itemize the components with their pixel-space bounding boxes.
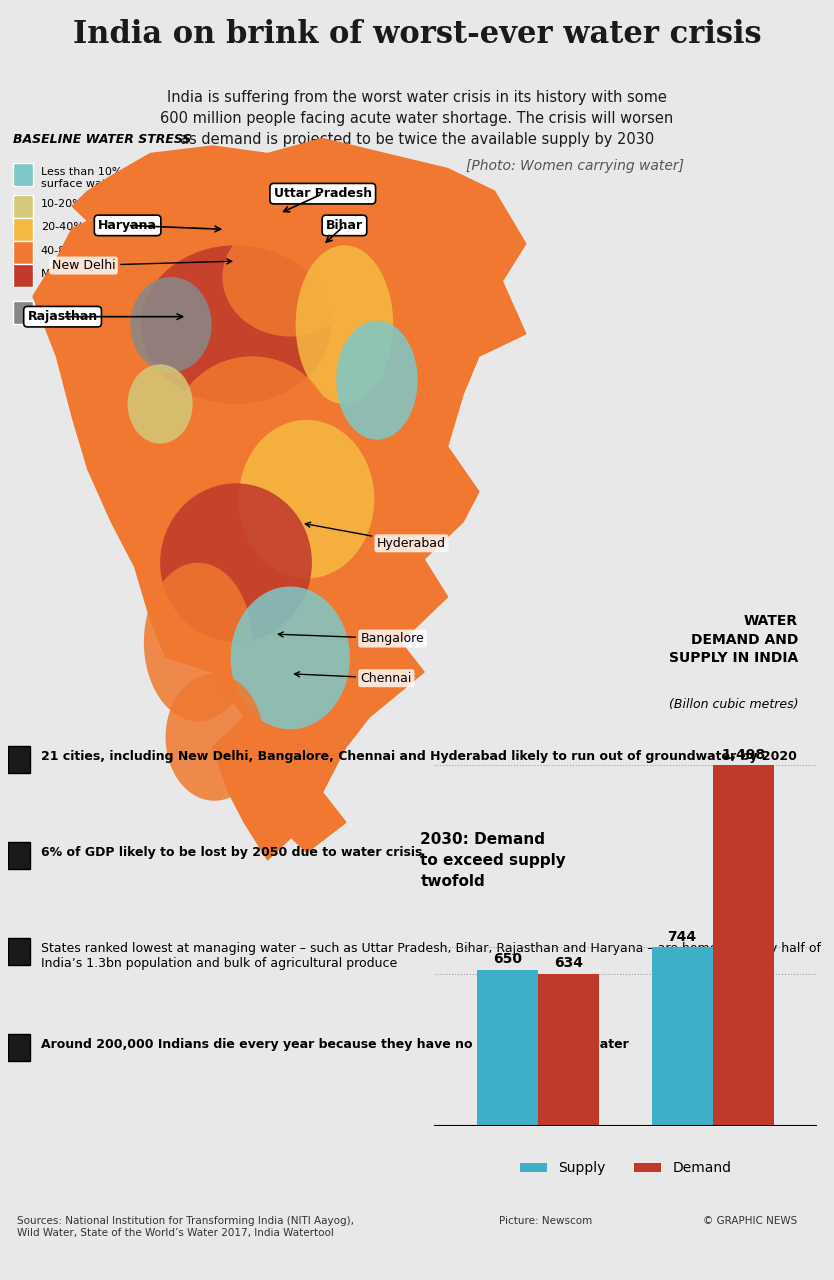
Ellipse shape (166, 673, 264, 801)
Legend: Supply, Demand: Supply, Demand (514, 1156, 737, 1181)
Text: India is suffering from the worst water crisis in its history with some
600 mill: India is suffering from the worst water … (160, 90, 674, 147)
Text: Arid & low
water use: Arid & low water use (41, 306, 98, 326)
Text: 6% of GDP likely to be lost by 2050 due to water crisis: 6% of GDP likely to be lost by 2050 due … (42, 846, 423, 859)
Text: Bangalore: Bangalore (279, 632, 425, 645)
Text: Hyderabad: Hyderabad (305, 522, 446, 550)
Text: 2030: Demand
to exceed supply
twofold: 2030: Demand to exceed supply twofold (420, 832, 566, 890)
Text: Uttar Pradesh: Uttar Pradesh (274, 187, 372, 200)
FancyBboxPatch shape (13, 195, 33, 218)
Text: [Photo: Women carrying water]: [Photo: Women carrying water] (466, 160, 685, 173)
Text: 20-40%: 20-40% (41, 223, 83, 233)
Text: 1,498: 1,498 (721, 748, 766, 762)
Ellipse shape (141, 246, 331, 404)
Bar (538, 974, 600, 1126)
Bar (713, 765, 774, 1126)
FancyBboxPatch shape (13, 163, 33, 186)
Ellipse shape (128, 365, 193, 444)
Text: 21 cities, including New Delhi, Bangalore, Chennai and Hyderabad likely to run o: 21 cities, including New Delhi, Bangalor… (42, 750, 797, 763)
Polygon shape (33, 138, 525, 860)
FancyBboxPatch shape (8, 842, 30, 869)
Text: States ranked lowest at managing water – such as Uttar Pradesh, Bihar, Rajasthan: States ranked lowest at managing water –… (42, 942, 821, 970)
FancyBboxPatch shape (13, 264, 33, 287)
Text: Rajasthan: Rajasthan (28, 310, 98, 323)
Text: 650: 650 (493, 952, 522, 966)
Ellipse shape (230, 586, 349, 730)
FancyBboxPatch shape (13, 301, 33, 324)
Text: Picture: Newscom: Picture: Newscom (499, 1216, 592, 1226)
Text: India on brink of worst-ever water crisis: India on brink of worst-ever water crisi… (73, 19, 761, 50)
Text: 10-20%: 10-20% (41, 200, 83, 210)
Text: Around 200,000 Indians die every year because they have no access to clean water: Around 200,000 Indians die every year be… (42, 1038, 629, 1051)
FancyBboxPatch shape (8, 938, 30, 965)
Ellipse shape (130, 276, 212, 372)
Ellipse shape (336, 321, 418, 440)
Text: (Billon cubic metres): (Billon cubic metres) (669, 698, 798, 710)
FancyBboxPatch shape (13, 241, 33, 264)
Text: 744: 744 (667, 929, 696, 943)
Text: WATER
DEMAND AND
SUPPLY IN INDIA: WATER DEMAND AND SUPPLY IN INDIA (669, 614, 798, 666)
Bar (651, 947, 713, 1126)
FancyBboxPatch shape (13, 218, 33, 241)
Text: 40-80%: 40-80% (41, 246, 83, 256)
Text: New Delhi: New Delhi (52, 259, 232, 273)
Ellipse shape (171, 356, 334, 515)
Ellipse shape (143, 563, 252, 722)
Text: Less than 10% of available
surface water used annually: Less than 10% of available surface water… (41, 168, 199, 188)
Text: Chennai: Chennai (294, 672, 412, 685)
FancyBboxPatch shape (8, 1034, 30, 1061)
Text: © GRAPHIC NEWS: © GRAPHIC NEWS (703, 1216, 797, 1226)
Text: More than 80%: More than 80% (41, 269, 126, 279)
FancyBboxPatch shape (8, 746, 30, 773)
Ellipse shape (239, 420, 374, 579)
Text: Bihar: Bihar (326, 219, 363, 232)
Bar (477, 970, 538, 1126)
Ellipse shape (223, 218, 358, 337)
Text: 634: 634 (555, 956, 583, 970)
Text: BASELINE WATER STRESS: BASELINE WATER STRESS (13, 133, 192, 146)
Text: Sources: National Institution for Transforming India (NITI Aayog),
Wild Water, S: Sources: National Institution for Transf… (17, 1216, 354, 1238)
Ellipse shape (295, 246, 394, 404)
Text: Haryana: Haryana (98, 219, 157, 232)
Ellipse shape (160, 484, 312, 643)
